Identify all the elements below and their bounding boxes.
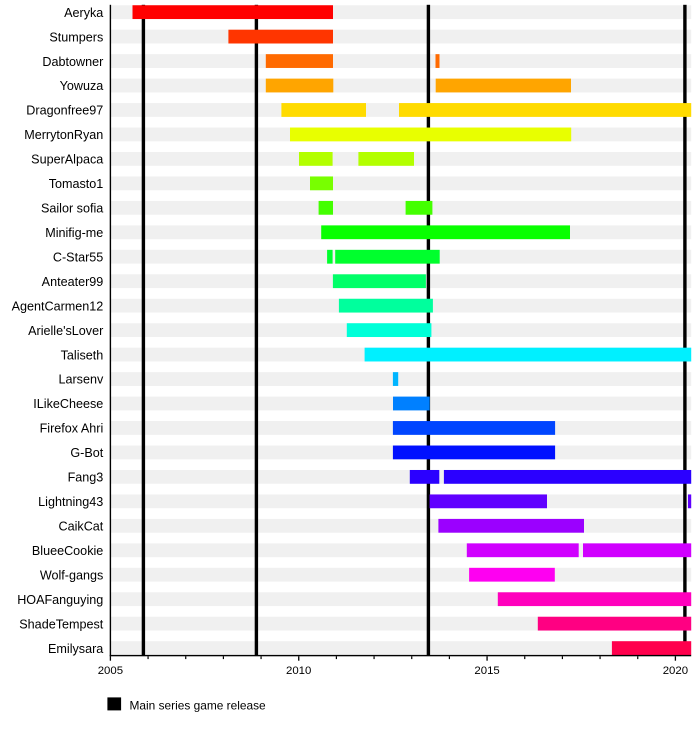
svg-text:Fang3: Fang3	[68, 471, 104, 485]
svg-text:2005: 2005	[98, 665, 123, 677]
svg-text:ShadeTempest: ShadeTempest	[19, 617, 104, 631]
svg-text:CaikCat: CaikCat	[59, 520, 104, 534]
svg-text:HOAFanguying: HOAFanguying	[17, 593, 103, 607]
svg-text:Wolf-gangs: Wolf-gangs	[40, 568, 103, 582]
svg-text:2020: 2020	[663, 665, 688, 677]
svg-text:2015: 2015	[474, 665, 499, 677]
svg-text:AgentCarmen12: AgentCarmen12	[12, 299, 104, 313]
svg-text:BlueeCookie: BlueeCookie	[32, 544, 103, 558]
svg-text:Dabtowner: Dabtowner	[42, 55, 103, 69]
svg-text:Emilysara: Emilysara	[48, 642, 103, 656]
svg-text:Dragonfree97: Dragonfree97	[26, 104, 103, 118]
svg-text:G-Bot: G-Bot	[70, 446, 103, 460]
svg-text:C-Star55: C-Star55	[53, 250, 103, 264]
svg-text:Yowuza: Yowuza	[60, 79, 104, 93]
svg-text:2010: 2010	[286, 665, 311, 677]
svg-text:MerrytonRyan: MerrytonRyan	[24, 128, 103, 142]
svg-text:Taliseth: Taliseth	[61, 348, 104, 362]
svg-text:Aeryka: Aeryka	[64, 6, 103, 20]
svg-text:Minifig-me: Minifig-me	[45, 226, 103, 240]
svg-text:Larsenv: Larsenv	[58, 373, 104, 387]
svg-text:ILikeCheese: ILikeCheese	[33, 397, 103, 411]
svg-text:Tomasto1: Tomasto1	[49, 177, 104, 191]
svg-text:Main series game release: Main series game release	[130, 698, 267, 712]
svg-text:Lightning43: Lightning43	[38, 495, 103, 509]
svg-text:Stumpers: Stumpers	[49, 30, 103, 44]
svg-text:Arielle'sLover: Arielle'sLover	[28, 324, 103, 338]
svg-text:Firefox Ahri: Firefox Ahri	[40, 422, 104, 436]
svg-text:SuperAlpaca: SuperAlpaca	[31, 153, 103, 167]
svg-text:Sailor sofia: Sailor sofia	[41, 202, 103, 216]
svg-text:Anteater99: Anteater99	[42, 275, 104, 289]
